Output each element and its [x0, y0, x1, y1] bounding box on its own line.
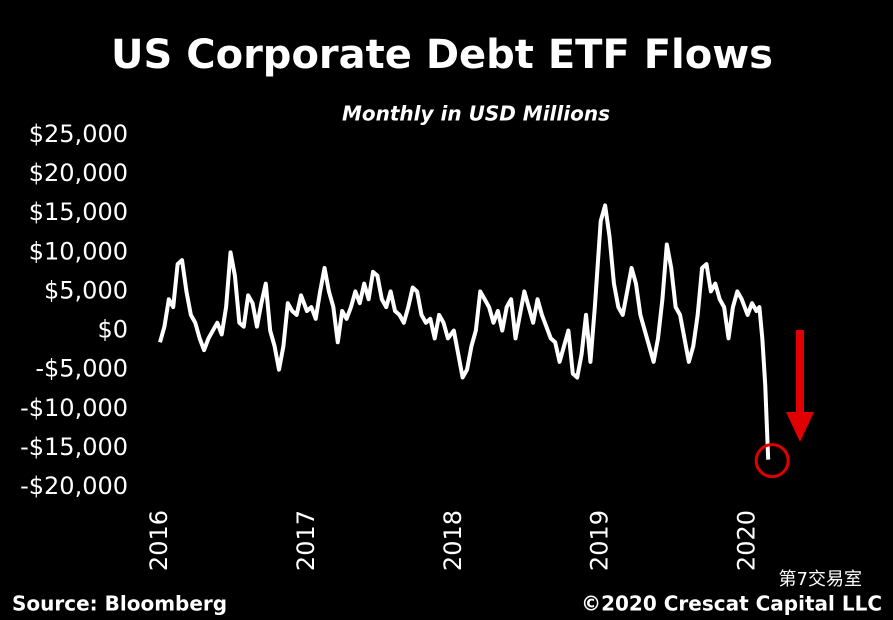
- y-tick-label: $0: [97, 316, 128, 344]
- y-tick-label: $10,000: [29, 237, 128, 265]
- x-tick-label: 2016: [145, 510, 173, 571]
- y-tick-label: $20,000: [29, 159, 128, 187]
- highlight-circle: [754, 443, 790, 479]
- watermark: 第7交易室: [779, 569, 862, 590]
- chart-subtitle: Monthly in USD Millions: [342, 102, 610, 126]
- x-tick-label: 2017: [292, 510, 320, 571]
- copyright: ©2020 Crescat Capital LLC: [581, 592, 882, 616]
- chart-title: US Corporate Debt ETF Flows: [111, 32, 773, 78]
- arrow-head: [786, 412, 814, 442]
- y-tick-label: $5,000: [44, 276, 128, 304]
- y-tick-label: -$5,000: [35, 355, 128, 383]
- source: Source: Bloomberg: [12, 592, 227, 616]
- line: [158, 203, 771, 460]
- x-tick-label: 2019: [586, 510, 614, 571]
- y-tick-label: $25,000: [29, 120, 128, 148]
- y-tick-label: $15,000: [29, 198, 128, 226]
- y-tick-label: -$15,000: [20, 433, 128, 461]
- y-tick-label: -$10,000: [20, 394, 128, 422]
- down-arrow: [786, 330, 814, 442]
- x-tick-label: 2018: [439, 510, 467, 571]
- x-tick-label: 2020: [733, 510, 761, 571]
- y-tick-label: -$20,000: [20, 472, 128, 500]
